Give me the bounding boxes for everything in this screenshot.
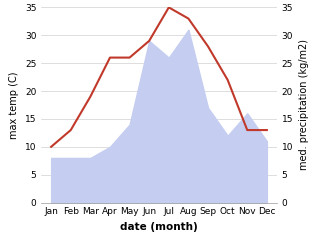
Y-axis label: med. precipitation (kg/m2): med. precipitation (kg/m2) bbox=[299, 40, 308, 170]
Y-axis label: max temp (C): max temp (C) bbox=[10, 71, 19, 139]
X-axis label: date (month): date (month) bbox=[120, 222, 198, 232]
